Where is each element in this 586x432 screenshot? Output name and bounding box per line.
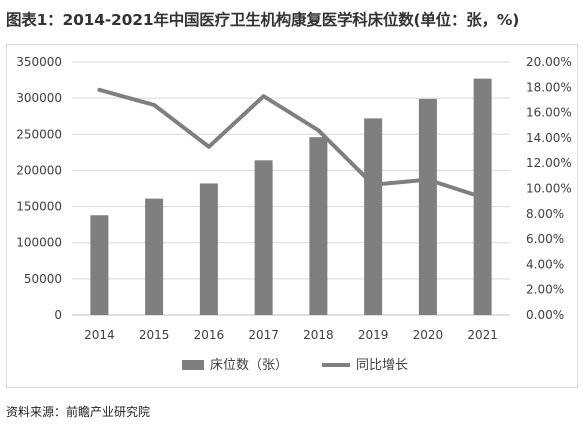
y-left-tick-label: 100000	[16, 236, 62, 250]
x-tick-label: 2014	[84, 328, 115, 342]
y-right-tick-label: 10.00%	[526, 182, 572, 196]
legend-line-label: 同比增长	[356, 358, 408, 373]
line-point	[427, 179, 429, 181]
x-tick-label: 2018	[303, 328, 334, 342]
bar	[418, 98, 437, 315]
legend-bar-label: 床位数（张）	[210, 358, 288, 373]
bar	[254, 160, 273, 315]
growth-line	[97, 87, 485, 200]
y-right-tick-label: 14.00%	[526, 131, 572, 145]
x-tick-label: 2021	[467, 328, 498, 342]
x-axis-ticks: 2014 2015 2016 2017 2018 2019 2020 2021	[84, 328, 498, 342]
bar	[145, 198, 164, 315]
y-right-tick-label: 20.00%	[526, 55, 572, 69]
y-left-tick-label: 300000	[16, 91, 62, 105]
chart-title: 图表1：2014-2021年中国医疗卫生机构康复医学科床位数(单位：张，%)	[6, 11, 520, 29]
x-tick-label: 2019	[358, 328, 389, 342]
y-right-tick-label: 12.00%	[526, 156, 572, 170]
right-axis-ticks: 0.00% 2.00% 4.00% 6.00% 8.00% 10.00% 12.00% 14.…	[526, 55, 572, 322]
bar	[90, 215, 109, 315]
y-left-tick-label: 250000	[16, 127, 62, 141]
y-left-tick-label: 200000	[16, 163, 62, 177]
y-right-tick-label: 2.00%	[526, 283, 564, 297]
x-tick-label: 2020	[413, 328, 444, 342]
y-right-tick-label: 8.00%	[526, 207, 564, 221]
y-left-tick-label: 0	[54, 308, 62, 322]
y-right-tick-label: 6.00%	[526, 232, 564, 246]
y-left-tick-label: 350000	[16, 55, 62, 69]
y-right-tick-label: 16.00%	[526, 106, 572, 120]
y-right-tick-label: 0.00%	[526, 308, 564, 322]
line-point	[372, 184, 374, 186]
line-point	[263, 95, 265, 97]
bar	[199, 183, 218, 315]
x-tick-label: 2015	[139, 328, 170, 342]
y-right-tick-label: 18.00%	[526, 80, 572, 94]
legend: 床位数（张） 同比增长	[182, 358, 408, 373]
y-left-tick-label: 50000	[24, 272, 62, 286]
bar	[364, 118, 383, 315]
gridlines	[72, 61, 510, 316]
bar	[309, 137, 328, 315]
line-point	[317, 129, 319, 131]
source-note: 资料来源：前瞻产业研究院	[6, 405, 151, 419]
chart-frame	[6, 44, 578, 388]
line-point	[98, 89, 100, 91]
line-series	[97, 87, 485, 200]
line-point	[482, 196, 484, 198]
legend-bar-swatch	[182, 360, 204, 370]
y-right-tick-label: 4.00%	[526, 257, 564, 271]
x-tick-label: 2016	[194, 328, 225, 342]
line-point	[208, 146, 210, 148]
y-left-tick-label: 150000	[16, 200, 62, 214]
x-tick-label: 2017	[248, 328, 279, 342]
line-point	[153, 104, 155, 106]
left-axis-ticks: 0 50000 100000 150000 200000 250000 300000 3500…	[16, 55, 62, 322]
